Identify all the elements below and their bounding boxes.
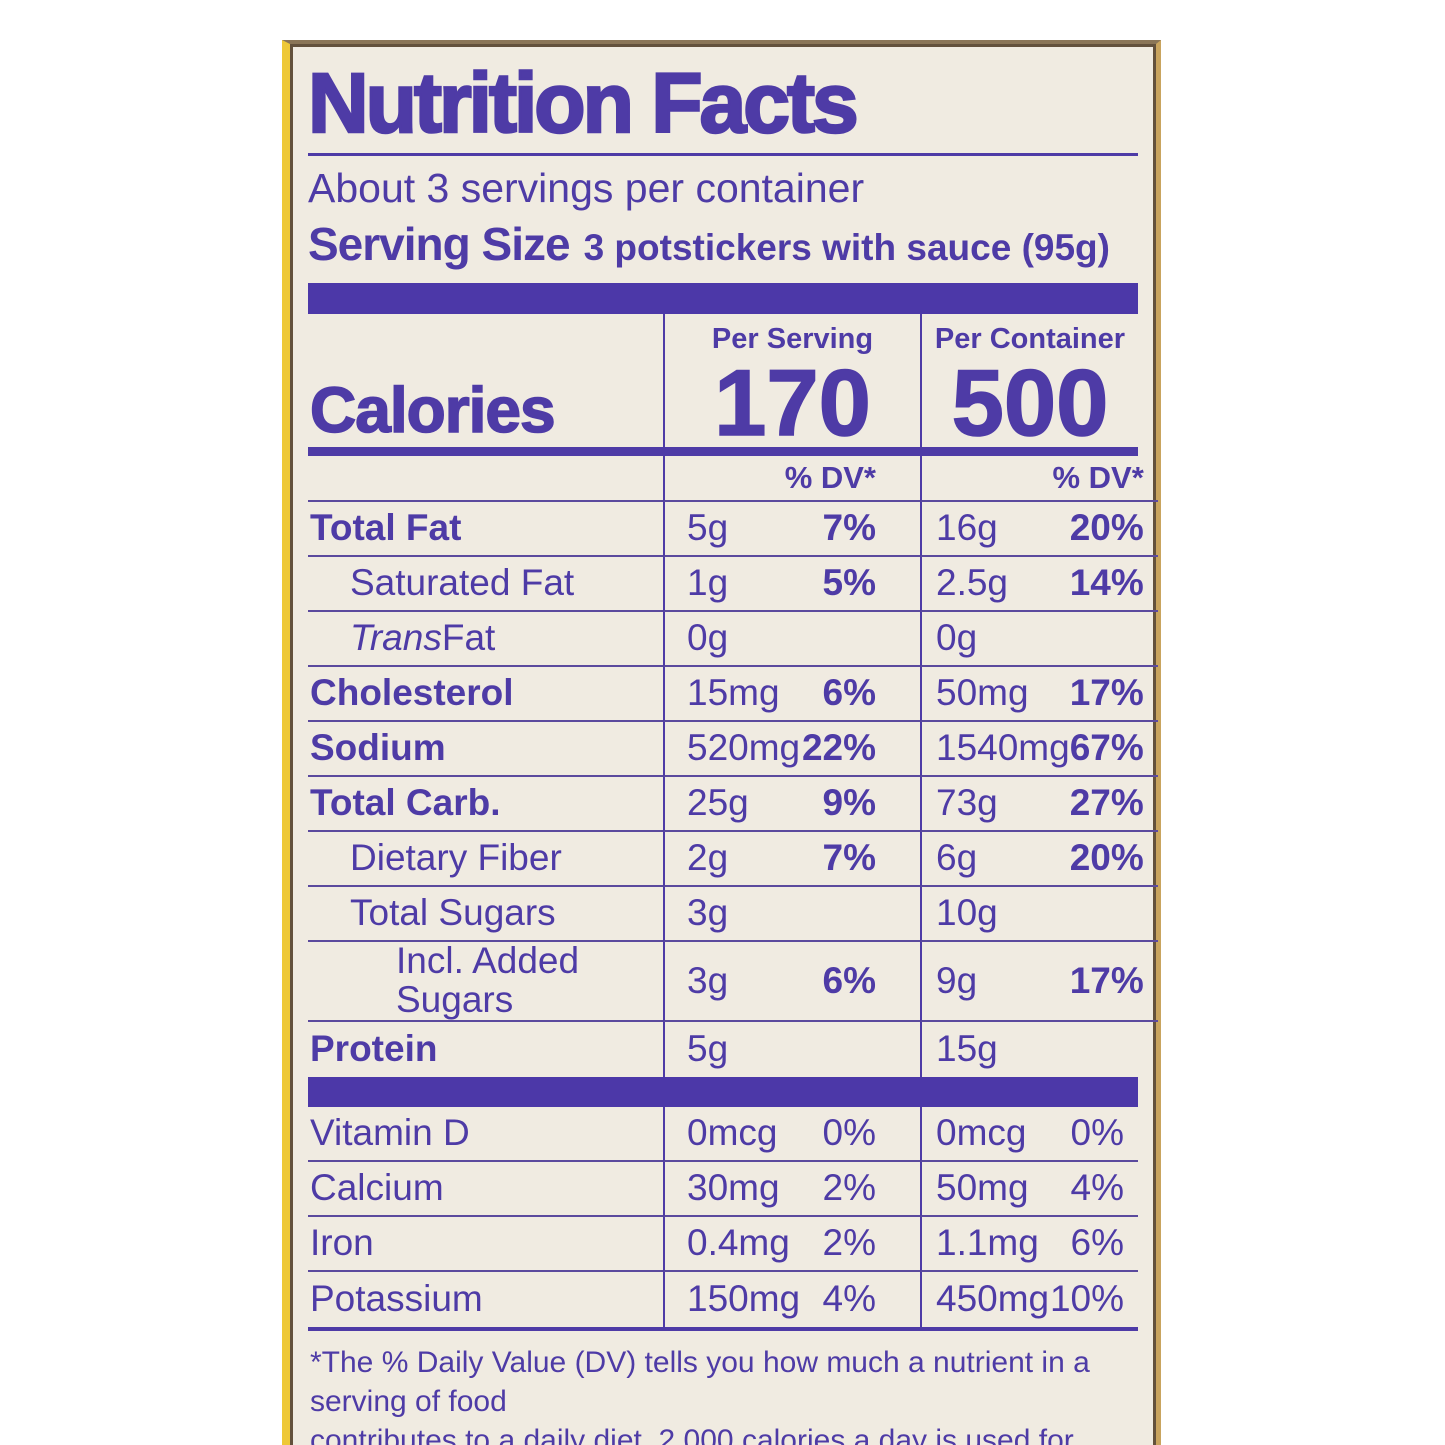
nutrient-name: Total Fat — [308, 502, 663, 558]
nutrient-name: Dietary Fiber — [308, 832, 663, 888]
dv-header-empty — [308, 456, 663, 503]
nutrient-per-serving: 1g 5% — [663, 557, 920, 613]
vitamin-per-serving: 0mcg 0% — [663, 1106, 920, 1162]
nutrient-name: Protein — [310, 1027, 438, 1069]
nutrient-per-container: 9g 17% — [920, 942, 1158, 1022]
calories-per-serving-value: 170 — [713, 349, 871, 455]
footnote-line: contributes to a daily diet. 2,000 calor… — [310, 1423, 1074, 1445]
section-bar-top — [308, 282, 1138, 314]
calories-heading-cell: Calories — [308, 314, 663, 447]
nutrient-per-serving: 3g — [663, 887, 920, 943]
per-serving-label: Per Serving — [711, 322, 874, 355]
nutrients-table: % DV* % DV* Total Fat 5g 7% 16g 20% Satura… — [308, 456, 1158, 1077]
nutrient-per-serving: 25g 9% — [663, 777, 920, 833]
section-bar-middle — [308, 1076, 1138, 1107]
serving-size-line: Serving Size 3 potstickers with sauce (9… — [308, 217, 1138, 271]
nutrient-name: Saturated Fat — [308, 557, 663, 613]
nutrient-name: Incl. Added Sugars — [308, 941, 663, 1022]
calories-divider — [308, 447, 1138, 457]
calories-heading: Calories — [309, 374, 556, 447]
nutrient-name: Total Sugars — [308, 887, 663, 943]
nutrient-name: Trans Fat — [308, 612, 663, 668]
vitamin-per-container: 50mg 4% — [920, 1161, 1138, 1217]
vitamin-name: Vitamin D — [308, 1107, 663, 1162]
vitamin-per-container: 1.1mg 6% — [920, 1216, 1138, 1272]
nutrient-per-serving: 5g — [663, 1021, 920, 1077]
calories-per-serving-cell: Per Serving 170 — [663, 313, 920, 455]
nutrient-per-container: 10g — [920, 887, 1158, 943]
vitamin-per-serving: 30mg 2% — [663, 1161, 920, 1217]
vitamin-per-container: 450mg 10% — [920, 1271, 1138, 1327]
nutrition-label: Nutrition Facts About 3 servings per con… — [290, 44, 1158, 1445]
nutrient-per-serving: 0g — [663, 612, 920, 668]
nutrition-label-frame: Nutrition Facts About 3 servings per con… — [282, 40, 1161, 1445]
serving-size-label: Serving Size — [308, 217, 571, 270]
vitamins-table: Vitamin D 0mcg 0% 0mcg 0% Calcium 30mg 2% 5… — [308, 1106, 1138, 1327]
nutrient-per-container: 73g 27% — [920, 777, 1158, 833]
nutrient-per-container: 0g — [920, 612, 1158, 668]
nutrient-per-serving: 5g 7% — [663, 502, 920, 558]
nutrient-per-container: 2.5g 14% — [920, 557, 1158, 613]
serving-size-value: 3 potstickers with sauce (95g) — [583, 226, 1110, 268]
calories-per-container-value: 500 — [951, 349, 1109, 455]
nutrient-name: Cholesterol — [308, 667, 663, 723]
per-container-label: Per Container — [934, 322, 1126, 355]
nutrient-per-container: 1540mg 67% — [920, 722, 1158, 778]
calories-per-container-cell: Per Container 500 — [920, 313, 1138, 455]
label-title: Nutrition Facts — [307, 56, 860, 150]
vitamin-name: Iron — [308, 1217, 663, 1272]
vitamin-per-container: 0mcg 0% — [920, 1106, 1138, 1162]
calories-section: Calories Per Serving 170 Per Container 5… — [308, 313, 1138, 455]
vitamin-name: Calcium — [308, 1162, 663, 1217]
nutrient-per-serving: 2g 7% — [663, 832, 920, 888]
title-divider — [308, 153, 1138, 156]
nutrient-per-container: 50mg 17% — [920, 667, 1158, 723]
dv-header-per-container: % DV* — [920, 456, 1158, 503]
nutrient-per-container: 15g — [920, 1021, 1158, 1077]
nutrient-per-container: 16g 20% — [920, 502, 1158, 558]
nutrient-per-serving: 3g 6% — [663, 942, 920, 1022]
dv-header-per-serving: % DV* — [663, 456, 920, 503]
vitamin-per-serving: 0.4mg 2% — [663, 1216, 920, 1272]
vitamins-bottom-rule — [308, 1326, 1138, 1331]
nutrient-per-serving: 15mg 6% — [663, 667, 920, 723]
servings-per-container: About 3 servings per container — [308, 165, 865, 211]
nutrient-name: Sodium — [308, 722, 663, 778]
footnote: *The % Daily Value (DV) tells you how mu… — [308, 1343, 1138, 1445]
vitamin-per-serving: 150mg 4% — [663, 1271, 920, 1327]
nutrient-per-serving: 520mg 22% — [663, 722, 920, 778]
footnote-line: *The % Daily Value (DV) tells you how mu… — [310, 1345, 1090, 1418]
nutrient-per-container: 6g 20% — [920, 832, 1158, 888]
vitamin-name: Potassium — [310, 1277, 483, 1319]
nutrient-name: Total Carb. — [308, 777, 663, 833]
